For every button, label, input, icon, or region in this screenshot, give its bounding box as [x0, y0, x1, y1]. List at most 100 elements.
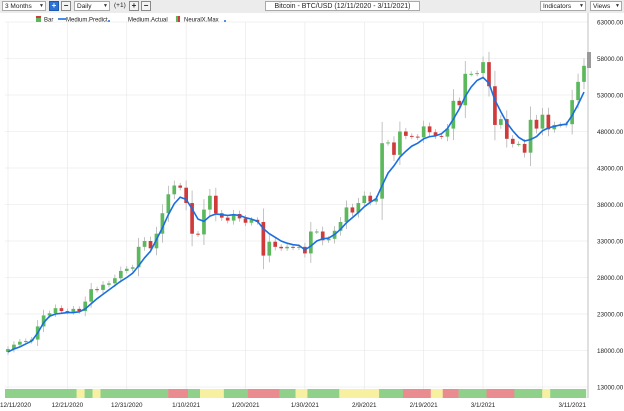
x-tick-label: 1/30/2021	[291, 402, 320, 409]
interval-value: Daily	[77, 3, 92, 10]
candle-body	[47, 313, 52, 316]
y-tick-label: 48000.00	[597, 129, 624, 136]
candle-body	[392, 142, 396, 155]
candle-body	[433, 132, 438, 136]
y-axis: 63000.00 58000.00 53000.00 48000.00 43000.00…	[587, 13, 624, 398]
candle-body	[273, 241, 278, 247]
neural-max-segment	[379, 389, 404, 398]
candle-body	[576, 81, 580, 101]
candle-body	[522, 143, 527, 153]
candle-body	[504, 119, 509, 139]
candle-body	[362, 195, 367, 204]
candle-body	[487, 62, 491, 87]
neural-max-segment	[168, 389, 189, 398]
candle-body	[196, 233, 200, 235]
chevron-down-icon: ▼	[39, 3, 44, 9]
candle-body	[77, 308, 82, 312]
candle-body	[113, 278, 117, 284]
candle-body	[101, 284, 105, 290]
y-tick-label: 43000.00	[597, 165, 624, 172]
candle-body	[534, 119, 539, 129]
candle-body	[356, 203, 361, 213]
y-tick-label: 33000.00	[597, 238, 624, 245]
offset-increase-button[interactable]: +	[129, 1, 139, 11]
candle-body	[285, 246, 289, 249]
candle-body	[439, 135, 444, 137]
candle-body	[409, 135, 414, 137]
views-select[interactable]: Views ▼	[590, 1, 622, 11]
candle-body	[404, 131, 408, 136]
y-tick-label: 23000.00	[597, 311, 624, 318]
neural-max-segment	[542, 389, 551, 398]
candle-body	[71, 308, 76, 312]
candle-body	[528, 119, 533, 153]
indicators-select[interactable]: Indicators ▼	[540, 1, 586, 11]
neural-max-segment	[223, 389, 248, 398]
y-tick-label: 53000.00	[597, 92, 624, 99]
neural-max-segment	[458, 389, 487, 398]
chevron-down-icon: ▼	[103, 3, 108, 9]
neural-max-segment	[84, 389, 93, 398]
neural-max-segment	[199, 389, 225, 398]
offset-decrease-button[interactable]: −	[141, 1, 151, 11]
candle-body	[463, 73, 468, 106]
candle-body	[415, 136, 420, 138]
candle-body	[243, 218, 248, 223]
candle-body	[89, 289, 93, 302]
x-tick-label: 12/21/2020	[52, 402, 84, 409]
neural-max-segment	[339, 389, 380, 398]
views-label: Views	[593, 3, 611, 10]
chart-scrollbar-thumb[interactable]	[587, 52, 591, 68]
neural-max-segment	[514, 389, 543, 398]
legend-actual-label: Medium.Actual	[128, 18, 168, 24]
candle-body	[570, 100, 574, 125]
candle-body	[510, 138, 515, 144]
legend-predict-label: Medium.Predict	[66, 18, 108, 24]
candle-body	[338, 222, 343, 231]
candle-body	[53, 308, 58, 314]
candle-body	[249, 219, 254, 223]
candle-body	[142, 241, 147, 247]
price-chart[interactable]: 63000.00 58000.00 53000.00 48000.00 43000.00…	[0, 13, 624, 411]
candle-body	[582, 65, 586, 82]
candle-body	[267, 241, 272, 256]
candle-body	[279, 246, 283, 249]
period-decrease-button[interactable]: −	[61, 1, 71, 11]
period-value: 3 Months	[5, 3, 32, 10]
candle-body	[540, 114, 545, 129]
candle-body	[297, 246, 301, 248]
y-tick-label: 38000.00	[597, 202, 624, 209]
interval-select[interactable]: Daily ▼	[74, 1, 110, 11]
period-increase-button[interactable]: +	[49, 1, 59, 11]
legend-neural-swatch-red	[178, 16, 180, 22]
neural-max-segment	[188, 389, 201, 398]
chart-title: Bitcoin - BTC/USD (12/11/2020 - 3/11/202…	[265, 1, 420, 11]
candle-body	[190, 203, 194, 234]
legend-predict-dot	[108, 20, 110, 22]
neural-max-segment	[295, 389, 308, 398]
candle-body	[225, 217, 230, 221]
candle-body	[95, 289, 99, 291]
y-tick-label: 18000.00	[597, 348, 624, 355]
neural-max-segment	[402, 389, 432, 398]
candle-body	[178, 185, 183, 188]
x-tick-label: 12/11/2020	[0, 402, 32, 409]
legend: Bar Medium.Predict Medium.Actual NeuralX…	[36, 16, 226, 24]
candle-body	[451, 100, 456, 129]
candle-body	[326, 238, 331, 241]
candle-body	[18, 341, 22, 345]
neural-max-segment	[279, 389, 296, 398]
toolbar: 3 Months ▼ + − Daily ▼ (+1) + − Bitcoin …	[0, 0, 624, 14]
x-tick-label: 1/10/2021	[172, 402, 201, 409]
candle-body	[291, 246, 295, 248]
period-select[interactable]: 3 Months ▼	[2, 1, 46, 11]
candle-body	[546, 114, 551, 130]
candle-body	[421, 126, 426, 138]
x-axis: 12/11/2020 12/21/2020 12/31/2020 1/10/2021 1…	[0, 402, 586, 409]
candle-body	[309, 231, 313, 254]
neural-max-segment	[486, 389, 515, 398]
candle-body	[344, 207, 349, 223]
y-tick-label: 63000.00	[597, 19, 624, 26]
candle-body	[314, 231, 319, 233]
neural-max-segment	[92, 389, 101, 398]
